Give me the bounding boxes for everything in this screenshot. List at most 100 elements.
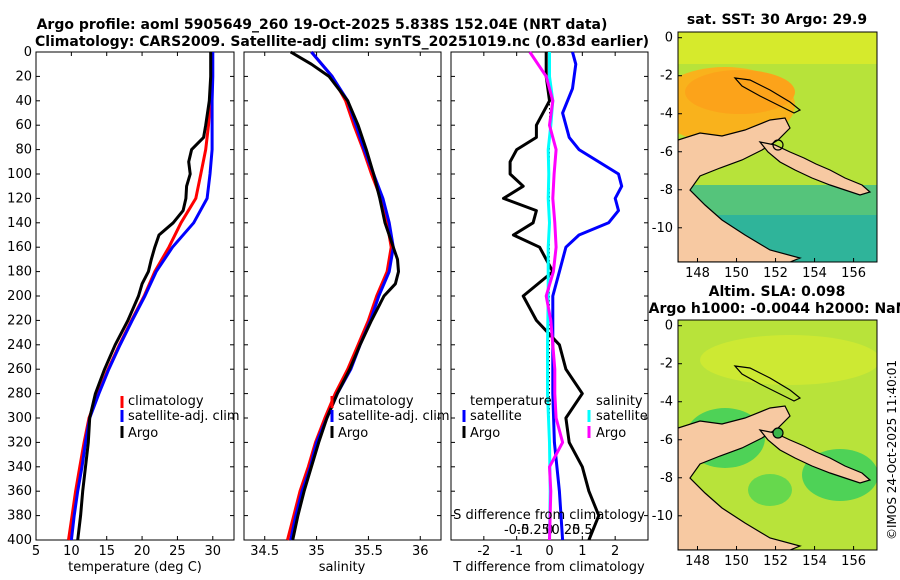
salinity-ticks: 34.5 35 35.5 36 bbox=[244, 51, 441, 559]
map-x-tick-label: 154 bbox=[802, 266, 827, 281]
series-argo bbox=[76, 52, 213, 541]
difference-legend-temperature: temperature satellite Argo bbox=[462, 394, 552, 441]
x-tick-label: 15 bbox=[98, 544, 115, 559]
x-tick-label: 20 bbox=[134, 544, 151, 559]
y-tick-label: 80 bbox=[15, 143, 32, 158]
sst-map-title: sat. SST: 30 Argo: 29.9 bbox=[687, 12, 867, 28]
y-tick-label: 160 bbox=[7, 240, 32, 255]
map-y-tick-label: -4 bbox=[660, 395, 673, 410]
legend-label-s-satellite: satellite bbox=[596, 409, 648, 424]
map-x-tick-label: 156 bbox=[841, 554, 866, 569]
map-y-tick-label: -8 bbox=[660, 183, 673, 198]
imos-timestamp: ©IMOS 24-Oct-2025 11:40:01 bbox=[885, 360, 899, 540]
map-x-tick-label: 152 bbox=[763, 554, 788, 569]
y-tick-label: 360 bbox=[7, 484, 32, 499]
x-tick-label: 35.5 bbox=[354, 544, 383, 559]
y-tick-label: 60 bbox=[15, 118, 32, 133]
map-y-tick-label: -10 bbox=[652, 509, 673, 524]
x-tick-label: 25 bbox=[169, 544, 186, 559]
x-tick-label: -2 bbox=[477, 544, 490, 559]
map-x-tick-label: 156 bbox=[841, 266, 866, 281]
temperature-panel: 0 20 40 60 80 100 120 140 160 180 200 220 240 260 280 3… bbox=[7, 45, 239, 575]
temperature-ticks: 0 20 40 60 80 100 120 140 160 180 200 220 240 260 280 3… bbox=[7, 45, 234, 559]
map-y-tick-label: -6 bbox=[660, 145, 673, 160]
x-tick-label: 10 bbox=[63, 544, 80, 559]
top-x-tick-label: 0.5 bbox=[572, 523, 593, 538]
figure-title-line1: Argo profile: aoml 5905649_260 19-Oct-20… bbox=[37, 17, 608, 33]
temperature-xlabel: temperature (deg C) bbox=[68, 560, 202, 575]
x-tick-label: 36 bbox=[412, 544, 429, 559]
argo-location-marker bbox=[772, 427, 784, 439]
map-x-tick-label: 152 bbox=[763, 266, 788, 281]
sst-field-north bbox=[678, 32, 877, 64]
map-x-tick-label: 150 bbox=[724, 266, 749, 281]
salinity-series bbox=[286, 50, 400, 541]
new-guinea-land bbox=[678, 117, 802, 262]
temperature-axes-box bbox=[35, 51, 235, 541]
x-tick-label: 1 bbox=[578, 544, 586, 559]
legend-title-temperature: temperature bbox=[470, 394, 552, 409]
sla-map-title: Altim. SLA: 0.098 bbox=[709, 284, 846, 300]
x-tick-label: 5 bbox=[32, 544, 40, 559]
difference-legend-salinity: salinity satellite Argo bbox=[587, 394, 648, 441]
sst-map-ticks: 148 150 152 154 156 0 -2 -4 -6 -8 -10 bbox=[652, 31, 866, 281]
series-argo bbox=[289, 50, 400, 541]
legend-label-climatology: climatology bbox=[338, 394, 414, 409]
y-tick-label: 340 bbox=[7, 460, 32, 475]
legend-label-t-satellite: satellite bbox=[470, 409, 522, 424]
y-tick-label: 240 bbox=[7, 338, 32, 353]
y-tick-label: 100 bbox=[7, 167, 32, 182]
argo-location-marker bbox=[772, 139, 784, 151]
x-tick-label: 2 bbox=[611, 544, 619, 559]
legend-title-salinity: salinity bbox=[596, 394, 643, 409]
difference-series bbox=[502, 51, 624, 541]
map-x-tick-label: 148 bbox=[685, 554, 710, 569]
map-y-tick-label: 0 bbox=[665, 319, 673, 334]
x-tick-label: 35 bbox=[308, 544, 325, 559]
map-y-tick-label: 0 bbox=[665, 31, 673, 46]
y-tick-label: 120 bbox=[7, 191, 32, 206]
salinity-legend: climatology satellite-adj. clim Argo bbox=[330, 394, 450, 441]
sla-anomaly-south bbox=[748, 474, 792, 506]
map-y-tick-label: -8 bbox=[660, 471, 673, 486]
temperature-legend: climatology satellite-adj. clim Argo bbox=[120, 394, 240, 441]
new-britain-land bbox=[758, 429, 872, 484]
legend-label-climatology: climatology bbox=[128, 394, 204, 409]
map-y-tick-label: -4 bbox=[660, 107, 673, 122]
y-tick-label: 400 bbox=[7, 533, 32, 548]
y-tick-label: 40 bbox=[15, 94, 32, 109]
top-x-tick-label: -0.25 bbox=[516, 523, 550, 538]
map-y-tick-label: -10 bbox=[652, 221, 673, 236]
legend-label-satellite: satellite-adj. clim bbox=[338, 409, 450, 424]
y-tick-label: 180 bbox=[7, 265, 32, 280]
y-tick-label: 320 bbox=[7, 435, 32, 450]
new-ireland-coast bbox=[733, 77, 802, 114]
new-britain-land bbox=[758, 141, 872, 196]
temperature-series bbox=[67, 51, 215, 541]
sst-map-frame bbox=[677, 31, 878, 263]
legend-label-t-argo: Argo bbox=[470, 426, 500, 441]
map-y-tick-label: -2 bbox=[660, 69, 673, 84]
y-tick-label: 260 bbox=[7, 362, 32, 377]
y-tick-label: 20 bbox=[15, 69, 32, 84]
top-x-tick-label: 0.25 bbox=[551, 523, 580, 538]
y-tick-label: 220 bbox=[7, 313, 32, 328]
y-tick-label: 200 bbox=[7, 289, 32, 304]
y-tick-label: 380 bbox=[7, 509, 32, 524]
map-y-tick-label: -2 bbox=[660, 357, 673, 372]
sla-map-ticks: 148 150 152 154 156 0 -2 -4 -6 -8 -10 bbox=[652, 319, 866, 569]
x-tick-label: 0 bbox=[545, 544, 553, 559]
x-tick-label: 34.5 bbox=[250, 544, 279, 559]
new-ireland-coast bbox=[733, 365, 802, 402]
sla-map-subtitle: Argo h1000: -0.0044 h2000: NaN bbox=[649, 301, 900, 317]
legend-label-argo: Argo bbox=[338, 426, 368, 441]
y-tick-label: 300 bbox=[7, 411, 32, 426]
sst-map-panel: sat. SST: 30 Argo: 29.9 148 150 152 154 156 0… bbox=[652, 12, 878, 281]
sla-anomaly-north bbox=[700, 335, 877, 385]
series-t-satellite bbox=[551, 51, 624, 541]
series-s-argo bbox=[528, 51, 565, 541]
y-tick-label: 140 bbox=[7, 216, 32, 231]
